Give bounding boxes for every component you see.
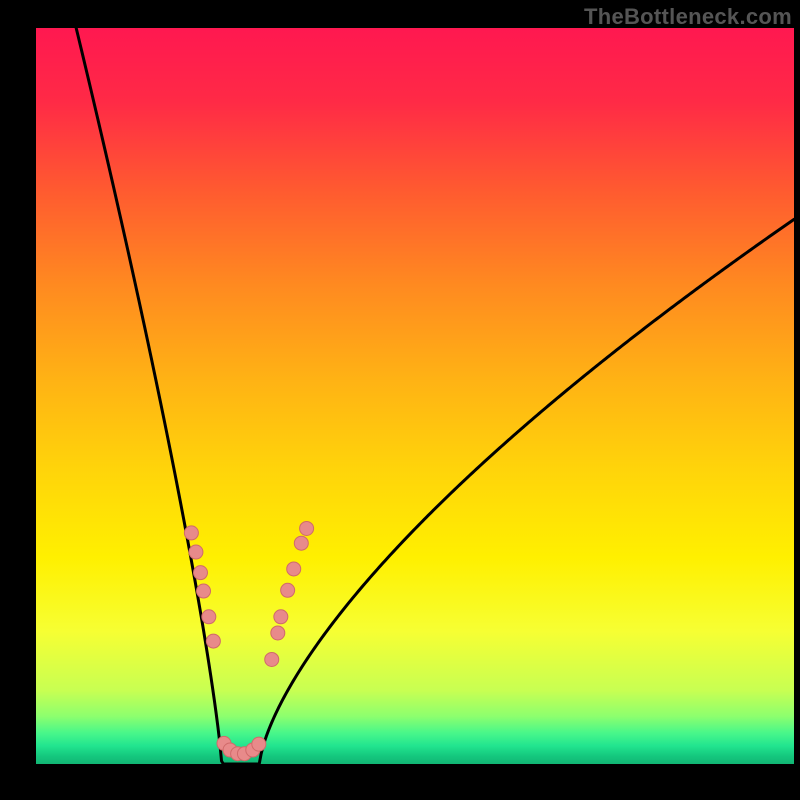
data-marker	[193, 566, 207, 580]
data-marker	[197, 584, 211, 598]
data-marker	[189, 545, 203, 559]
plot-background	[36, 28, 794, 764]
data-marker	[265, 652, 279, 666]
data-marker	[184, 526, 198, 540]
bottleneck-curve-chart	[0, 0, 800, 800]
chart-canvas	[0, 0, 800, 800]
watermark-text: TheBottleneck.com	[584, 4, 792, 30]
data-marker	[287, 562, 301, 576]
data-marker	[300, 521, 314, 535]
data-marker	[294, 536, 308, 550]
data-marker	[202, 610, 216, 624]
data-marker	[206, 634, 220, 648]
data-marker	[281, 583, 295, 597]
data-marker	[252, 737, 266, 751]
data-marker	[271, 626, 285, 640]
data-marker	[274, 610, 288, 624]
